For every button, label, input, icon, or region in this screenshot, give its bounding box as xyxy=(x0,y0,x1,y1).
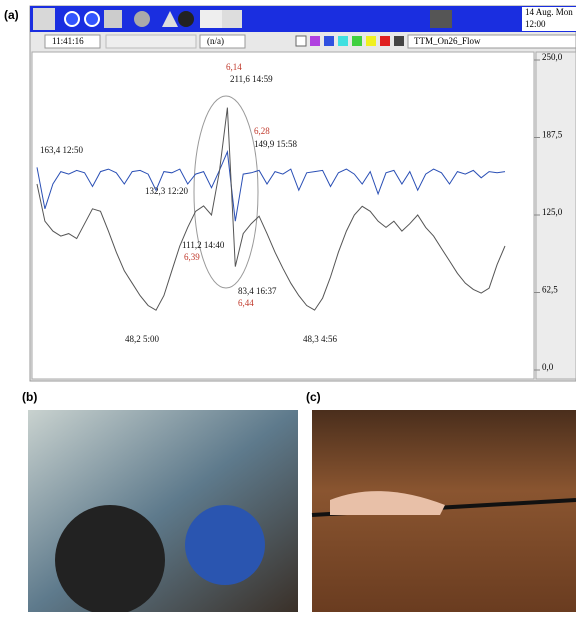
icon[interactable] xyxy=(134,11,150,27)
nav-buttons[interactable] xyxy=(105,34,197,49)
annotation: 48,3 4:56 xyxy=(303,334,338,344)
annotation: 211,6 14:59 xyxy=(230,74,273,84)
icon[interactable] xyxy=(430,10,452,28)
panel-label: (a) xyxy=(4,8,19,22)
status-box xyxy=(199,34,246,49)
tag-box xyxy=(407,34,576,49)
annotation: 111,2 14:40 xyxy=(182,240,225,250)
y-tick-label: 187,5 xyxy=(542,130,563,140)
axis-panel xyxy=(535,51,576,380)
photo-hand xyxy=(330,491,445,515)
color-swatches xyxy=(295,35,404,47)
series-line xyxy=(36,149,506,222)
annotation: 6,39 xyxy=(184,252,200,262)
status: (n/a) xyxy=(207,36,224,46)
icon[interactable] xyxy=(162,11,178,27)
annotation: 6,44 xyxy=(238,298,254,308)
plot-area xyxy=(31,51,535,380)
photo-detail xyxy=(55,505,165,615)
annotation: 149,9 15:58 xyxy=(254,139,298,149)
icon[interactable] xyxy=(84,11,100,27)
clock-box xyxy=(44,34,101,49)
panel-label: (c) xyxy=(306,390,321,404)
annotation: 163,4 12:50 xyxy=(40,145,84,155)
annotation: 132,3 12:20 xyxy=(145,186,189,196)
y-tick-label: 250,0 xyxy=(542,52,563,62)
panel-label: (b) xyxy=(22,390,37,404)
icon[interactable] xyxy=(64,11,80,27)
icon[interactable] xyxy=(104,10,122,28)
y-tick-label: 62,5 xyxy=(542,285,558,295)
y-tick-label: 0,0 xyxy=(542,362,554,372)
annotation: 48,2 5:00 xyxy=(125,334,160,344)
date: 14 Aug. Mon xyxy=(525,7,573,17)
annotation: 83,4 16:37 xyxy=(238,286,277,296)
y-tick-label: 125,0 xyxy=(542,207,563,217)
series-line xyxy=(36,107,506,311)
icon[interactable] xyxy=(33,8,55,30)
date-box xyxy=(522,7,576,31)
icon[interactable] xyxy=(222,10,242,28)
tag: TTM_On26_Flow xyxy=(414,36,481,46)
highlight-ellipse xyxy=(193,95,259,289)
annotation: 6,28 xyxy=(254,126,270,136)
annotation: 6,14 xyxy=(226,62,242,72)
icon[interactable] xyxy=(178,11,194,27)
icon[interactable] xyxy=(200,10,222,28)
photo-detail xyxy=(185,505,265,585)
time: 12:00 xyxy=(525,19,546,29)
clock: 11:41:16 xyxy=(52,36,84,46)
